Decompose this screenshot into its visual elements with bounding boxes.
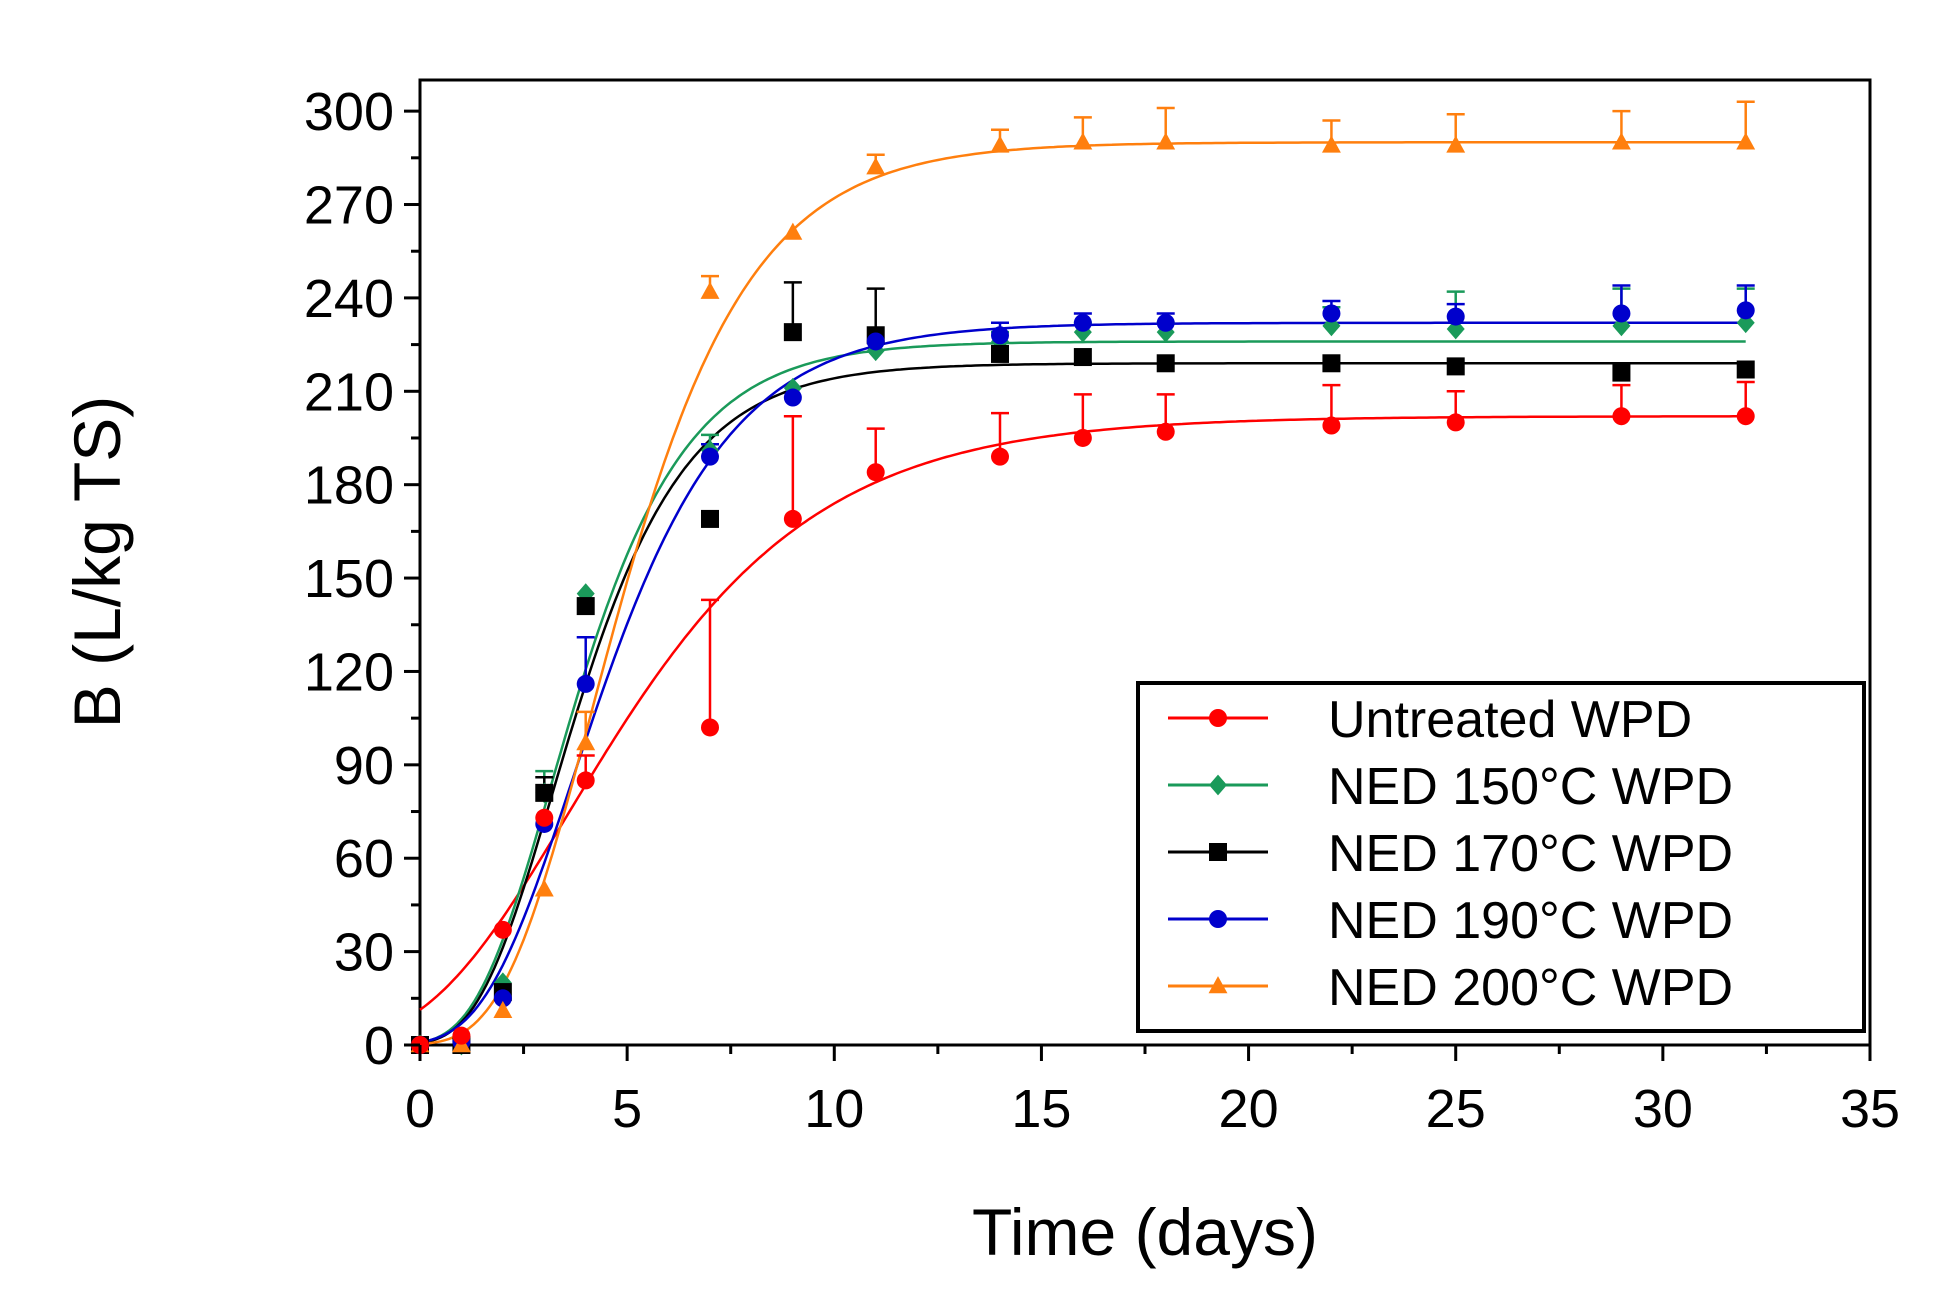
y-tick-label: 300 <box>304 82 394 142</box>
data-point-series-0 <box>783 509 802 528</box>
y-tick-label: 270 <box>304 176 394 236</box>
x-tick-label: 0 <box>405 1079 435 1139</box>
data-point-series-3 <box>783 388 802 407</box>
data-point-series-4 <box>866 157 886 175</box>
data-point-series-0 <box>493 920 512 939</box>
legend-label-series-2: NED 170°C WPD <box>1328 825 1733 883</box>
x-tick-label: 15 <box>1011 1079 1071 1139</box>
legend-label-series-4: NED 200°C WPD <box>1328 959 1733 1017</box>
data-point-series-2 <box>1073 348 1092 367</box>
data-point-series-0 <box>866 463 885 482</box>
data-point-series-4 <box>700 281 720 299</box>
y-axis: 0 30 60 90 120 150 180 210 240 270 300 <box>304 82 420 1076</box>
y-tick-label: 120 <box>304 642 394 702</box>
data-point-series-3 <box>1073 313 1092 332</box>
data-point-series-4 <box>990 135 1010 153</box>
y-tick-label: 240 <box>304 269 394 329</box>
x-tick-label: 25 <box>1426 1079 1486 1139</box>
x-axis-title: Time (days) <box>972 1195 1318 1269</box>
data-point-series-3 <box>1322 304 1341 323</box>
data-point-series-1 <box>1156 321 1175 343</box>
data-point-series-3 <box>1446 307 1465 326</box>
x-axis: 0 5 10 15 20 25 30 35 <box>405 1045 1900 1139</box>
data-markers <box>410 132 1756 1056</box>
data-point-series-0 <box>1156 422 1175 441</box>
data-point-series-0 <box>991 447 1009 466</box>
y-axis-title: B (L/kg TS) <box>60 396 134 729</box>
data-point-series-0 <box>1446 413 1465 432</box>
data-point-series-4 <box>783 222 803 240</box>
data-point-series-1 <box>1446 318 1465 340</box>
legend-marker-series-0 <box>1209 709 1227 727</box>
legend-marker-series-3 <box>1209 910 1227 928</box>
legend-box <box>1136 681 1866 1033</box>
data-point-series-2 <box>1322 354 1341 373</box>
y-tick-label: 0 <box>364 1016 394 1076</box>
data-point-series-3 <box>866 332 885 351</box>
data-point-series-0 <box>535 808 554 827</box>
data-point-series-4 <box>493 1000 513 1018</box>
y-tick-label: 30 <box>334 923 394 983</box>
data-point-series-4 <box>1073 132 1093 150</box>
y-tick-label: 90 <box>334 736 394 796</box>
data-point-series-4 <box>1321 135 1341 153</box>
x-tick-label: 35 <box>1840 1079 1900 1139</box>
data-point-series-4 <box>534 879 554 897</box>
data-point-series-3 <box>991 326 1009 345</box>
data-point-series-2 <box>1736 360 1755 379</box>
data-point-series-0 <box>452 1026 471 1045</box>
data-point-series-3 <box>576 674 595 693</box>
data-point-series-1 <box>1073 321 1092 343</box>
data-point-series-2 <box>1446 357 1465 376</box>
data-point-series-0 <box>1322 416 1341 435</box>
data-point-series-4 <box>1446 135 1466 153</box>
legend-marker-series-1 <box>1209 774 1227 796</box>
data-point-series-0 <box>1612 407 1631 426</box>
legend-label-series-3: NED 190°C WPD <box>1328 892 1733 950</box>
data-point-series-4 <box>1611 132 1631 150</box>
x-tick-label: 10 <box>804 1079 864 1139</box>
y-tick-label: 210 <box>304 362 394 422</box>
data-point-series-4 <box>576 733 596 751</box>
data-point-series-2 <box>1156 354 1175 373</box>
y-tick-label: 60 <box>334 829 394 889</box>
y-tick-label: 180 <box>304 456 394 516</box>
data-point-series-3 <box>1612 304 1631 323</box>
y-tick-label: 150 <box>304 549 394 609</box>
data-point-series-2 <box>701 509 719 528</box>
data-point-series-3 <box>701 447 719 466</box>
data-point-series-2 <box>991 344 1009 363</box>
data-point-series-4 <box>1156 132 1176 150</box>
data-point-series-3 <box>1156 313 1175 332</box>
legend: Untreated WPD NED 150°C WPD NED 170°C WPD N… <box>1136 681 1866 1033</box>
x-tick-label: 30 <box>1633 1079 1693 1139</box>
x-tick-label: 5 <box>612 1079 642 1139</box>
data-point-series-0 <box>701 718 719 737</box>
legend-label-series-0: Untreated WPD <box>1328 691 1692 749</box>
data-point-series-0 <box>1073 428 1092 447</box>
data-point-series-2 <box>535 783 554 802</box>
x-tick-label: 20 <box>1219 1079 1279 1139</box>
data-point-series-2 <box>1612 363 1631 382</box>
legend-label-series-1: NED 150°C WPD <box>1328 758 1733 816</box>
data-point-series-2 <box>576 597 595 616</box>
data-point-series-4 <box>1736 132 1756 150</box>
data-point-series-2 <box>783 323 802 342</box>
data-point-series-0 <box>576 771 595 790</box>
data-point-series-3 <box>1736 301 1755 320</box>
data-point-series-3 <box>493 989 512 1008</box>
data-point-series-0 <box>1736 407 1755 426</box>
legend-marker-series-4 <box>1208 976 1228 994</box>
legend-marker-series-2 <box>1209 843 1227 861</box>
